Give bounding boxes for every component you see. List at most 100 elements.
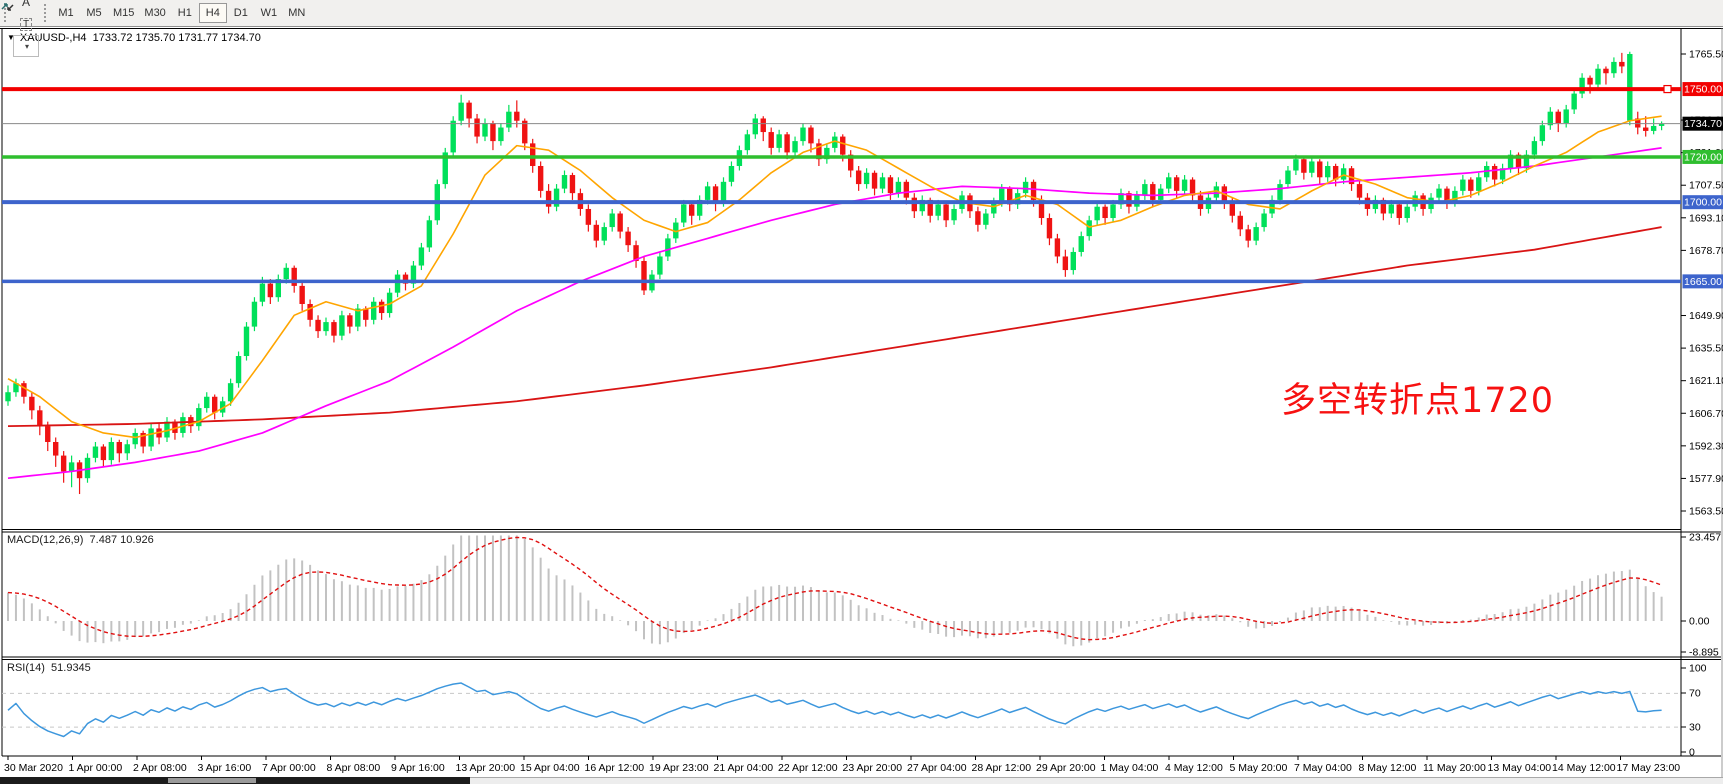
rsi-axis-label: 70 <box>1689 688 1701 700</box>
candle-body <box>219 401 226 413</box>
candle-body <box>1658 123 1665 126</box>
candle-body <box>1531 141 1538 155</box>
candle-body <box>744 134 751 151</box>
level-lines[interactable] <box>2 84 1681 284</box>
timeframe-m1-button[interactable]: M1 <box>52 3 80 23</box>
ma-fast-line[interactable] <box>7 115 1662 439</box>
candle-body <box>315 319 321 332</box>
candle-body <box>1102 206 1108 219</box>
candle-body <box>673 222 679 239</box>
candle-body <box>355 308 361 327</box>
timeframe-m5-button[interactable]: M5 <box>80 3 108 23</box>
arrows-dropdown-caret[interactable]: ▾ <box>24 41 29 51</box>
price-axis[interactable]: 1765.501736.301721.901707.501693.101678.… <box>1681 49 1723 759</box>
line-handle[interactable] <box>1663 84 1672 94</box>
candle-body <box>124 444 130 454</box>
candle-body <box>537 165 544 191</box>
text-tool-icon: A <box>21 0 30 9</box>
candle-body <box>506 111 512 128</box>
candle-body <box>855 170 862 185</box>
candle-body <box>92 446 99 458</box>
rsi-name: RSI(14) <box>7 662 45 674</box>
macd-axis-label: -8.895 <box>1689 647 1719 659</box>
text-label-tool-button[interactable]: T <box>13 13 39 35</box>
price-tick-label: 1577.90 <box>1689 473 1723 485</box>
candle-body <box>84 457 91 479</box>
candle-body <box>1340 168 1347 180</box>
candle-body <box>172 421 178 433</box>
price-tick-label: 1606.70 <box>1689 408 1723 420</box>
timeframe-h1-button[interactable]: H1 <box>171 3 199 23</box>
arrows-tool-button[interactable]: ▾ <box>1 3 39 57</box>
candle-body <box>13 383 19 393</box>
candle-body <box>991 202 997 214</box>
candle-body <box>887 177 894 194</box>
time-tick-label: 29 Apr 20:00 <box>1036 762 1096 774</box>
timeframe-mn-button[interactable]: MN <box>283 3 311 23</box>
candles-layer[interactable] <box>5 51 1665 495</box>
candle-body <box>1078 236 1084 252</box>
rsi-indicator-label: RSI(14) 51.9345 <box>7 662 91 674</box>
time-tick-label: 5 May 20:00 <box>1230 762 1288 774</box>
candle-body <box>975 211 981 225</box>
candle-body <box>402 274 409 284</box>
candle-body <box>1595 68 1601 85</box>
text-tool-button[interactable]: A <box>13 0 39 13</box>
macd-panel[interactable] <box>7 535 1663 647</box>
price-level-chip <box>1682 195 1723 210</box>
time-tick-label: 28 Apr 12:00 <box>972 762 1032 774</box>
toolbar-drag-grip[interactable] <box>3 4 8 22</box>
time-tick-label: 2 Apr 08:00 <box>133 762 187 774</box>
ma-mid-line[interactable] <box>7 147 1662 480</box>
candle-body <box>1523 154 1530 169</box>
candle-body <box>1499 168 1506 180</box>
time-axis[interactable]: 30 Mar 2020 1 Apr 00:00 2 Apr 08:00 3 Apr 1… <box>4 756 1680 774</box>
candle-body <box>347 315 353 327</box>
timeframe-d1-button[interactable]: D1 <box>227 3 255 23</box>
candle-body <box>776 134 782 148</box>
timeframe-h4-button[interactable]: H4 <box>198 3 227 23</box>
timeframe-w1-button[interactable]: W1 <box>255 3 283 23</box>
panel-frames <box>0 28 1723 784</box>
chart-dropdown-icon[interactable]: ▼ <box>7 33 15 42</box>
candle-body <box>609 213 615 228</box>
candle-body <box>394 274 401 293</box>
candle-body <box>1261 213 1267 228</box>
rsi-axis-label: 30 <box>1689 722 1701 734</box>
chart-ohlc-values: 1733.72 1735.70 1731.77 1734.70 <box>92 32 261 44</box>
time-tick-label: 19 Apr 23:00 <box>649 762 709 774</box>
candle-body <box>919 199 925 212</box>
candle-body <box>1150 184 1156 200</box>
candle-body <box>1277 184 1283 200</box>
candle-body <box>1436 188 1442 198</box>
chart-text-annotation[interactable]: 多空转折点1720 <box>1281 381 1555 421</box>
horizontal-scrollbar-thumb[interactable] <box>168 778 256 783</box>
candle-body <box>1539 125 1546 142</box>
timeframe-m30-button[interactable]: M30 <box>139 3 170 23</box>
candle-body <box>371 301 377 320</box>
price-tick-label: 1649.90 <box>1689 310 1723 322</box>
rsi-axis-label: 0 <box>1689 747 1695 759</box>
candle-body <box>458 102 464 121</box>
candle-body <box>1579 77 1585 94</box>
candle-body <box>1301 159 1307 173</box>
candle-body <box>545 190 552 207</box>
candle-body <box>1317 161 1323 178</box>
candle-body <box>339 315 345 336</box>
rsi-panel[interactable] <box>2 682 1681 738</box>
candle-body <box>442 152 448 185</box>
timeframe-toolbar-grip[interactable] <box>43 4 48 22</box>
candle-body <box>164 421 170 438</box>
candle-body <box>227 383 234 402</box>
candle-body <box>1110 204 1116 219</box>
candle-body <box>426 220 433 248</box>
candle-body <box>1189 179 1196 196</box>
candle-body <box>681 204 687 223</box>
candle-body <box>633 245 639 262</box>
rsi-value: 51.9345 <box>51 662 91 674</box>
timeframe-m15-button[interactable]: M15 <box>108 3 139 23</box>
candle-body <box>21 383 27 397</box>
candle-body <box>291 267 297 286</box>
ma-slow-line[interactable] <box>7 226 1662 428</box>
